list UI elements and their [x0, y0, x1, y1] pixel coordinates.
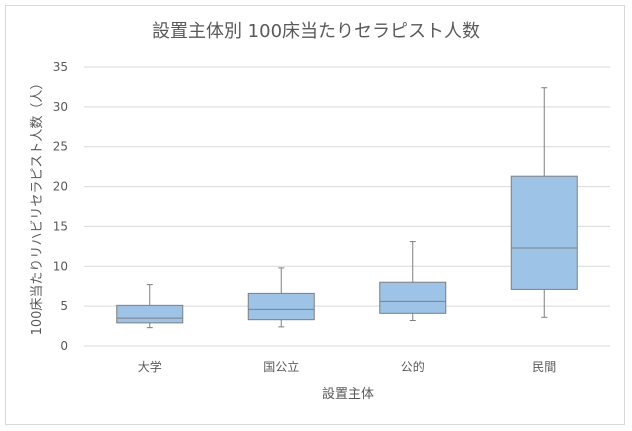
y-tick-label-20: 20 — [53, 180, 68, 194]
box-iqr — [510, 175, 578, 290]
boxes — [116, 87, 578, 329]
x-axis-ticks: 大学 国公立 公的 民間 — [138, 359, 557, 374]
box-iqr — [116, 304, 184, 324]
box-group-4 — [510, 87, 578, 318]
y-tick-label-0: 0 — [60, 339, 68, 353]
box-group-2 — [247, 267, 315, 328]
chart-title: 設置主体別 100床当たりセラピスト人数 — [152, 21, 480, 42]
y-axis-title: 100床当たりリハビリセラピスト人数（人） — [30, 77, 45, 336]
y-tick-label-25: 25 — [53, 140, 68, 154]
y-tick-label-5: 5 — [60, 299, 68, 313]
y-tick-label-10: 10 — [53, 259, 68, 273]
box-iqr — [379, 281, 447, 314]
y-tick-label-30: 30 — [53, 100, 68, 114]
x-axis-title: 設置主体 — [322, 386, 374, 402]
box-iqr — [247, 292, 315, 321]
x-tick-label-3: 公的 — [401, 359, 425, 374]
x-tick-label-2: 国公立 — [263, 359, 299, 374]
box-group-3 — [379, 241, 447, 321]
x-tick-label-1: 大学 — [138, 359, 162, 374]
x-tick-label-4: 民間 — [532, 360, 556, 374]
y-tick-label-15: 15 — [53, 219, 68, 233]
y-axis-ticks: 0 5 10 15 20 25 30 35 — [53, 60, 68, 353]
y-tick-label-35: 35 — [53, 60, 68, 74]
box-group-1 — [116, 284, 184, 329]
